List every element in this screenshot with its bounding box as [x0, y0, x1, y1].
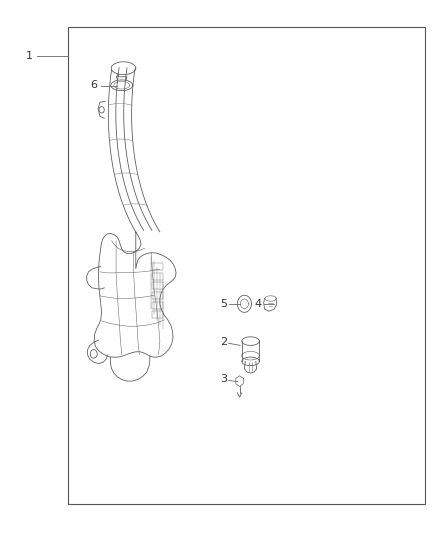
Bar	[152, 311, 163, 318]
Bar	[152, 273, 163, 280]
Bar	[152, 302, 163, 309]
Bar	[68, 27, 425, 504]
Bar	[152, 292, 163, 299]
Text: 5: 5	[220, 299, 227, 309]
Text: 6: 6	[91, 80, 98, 90]
Bar	[152, 282, 163, 289]
Text: 3: 3	[220, 375, 227, 384]
Text: 1: 1	[26, 51, 33, 61]
Bar	[152, 263, 163, 270]
Text: 2: 2	[220, 337, 227, 347]
Text: 4: 4	[255, 299, 262, 309]
